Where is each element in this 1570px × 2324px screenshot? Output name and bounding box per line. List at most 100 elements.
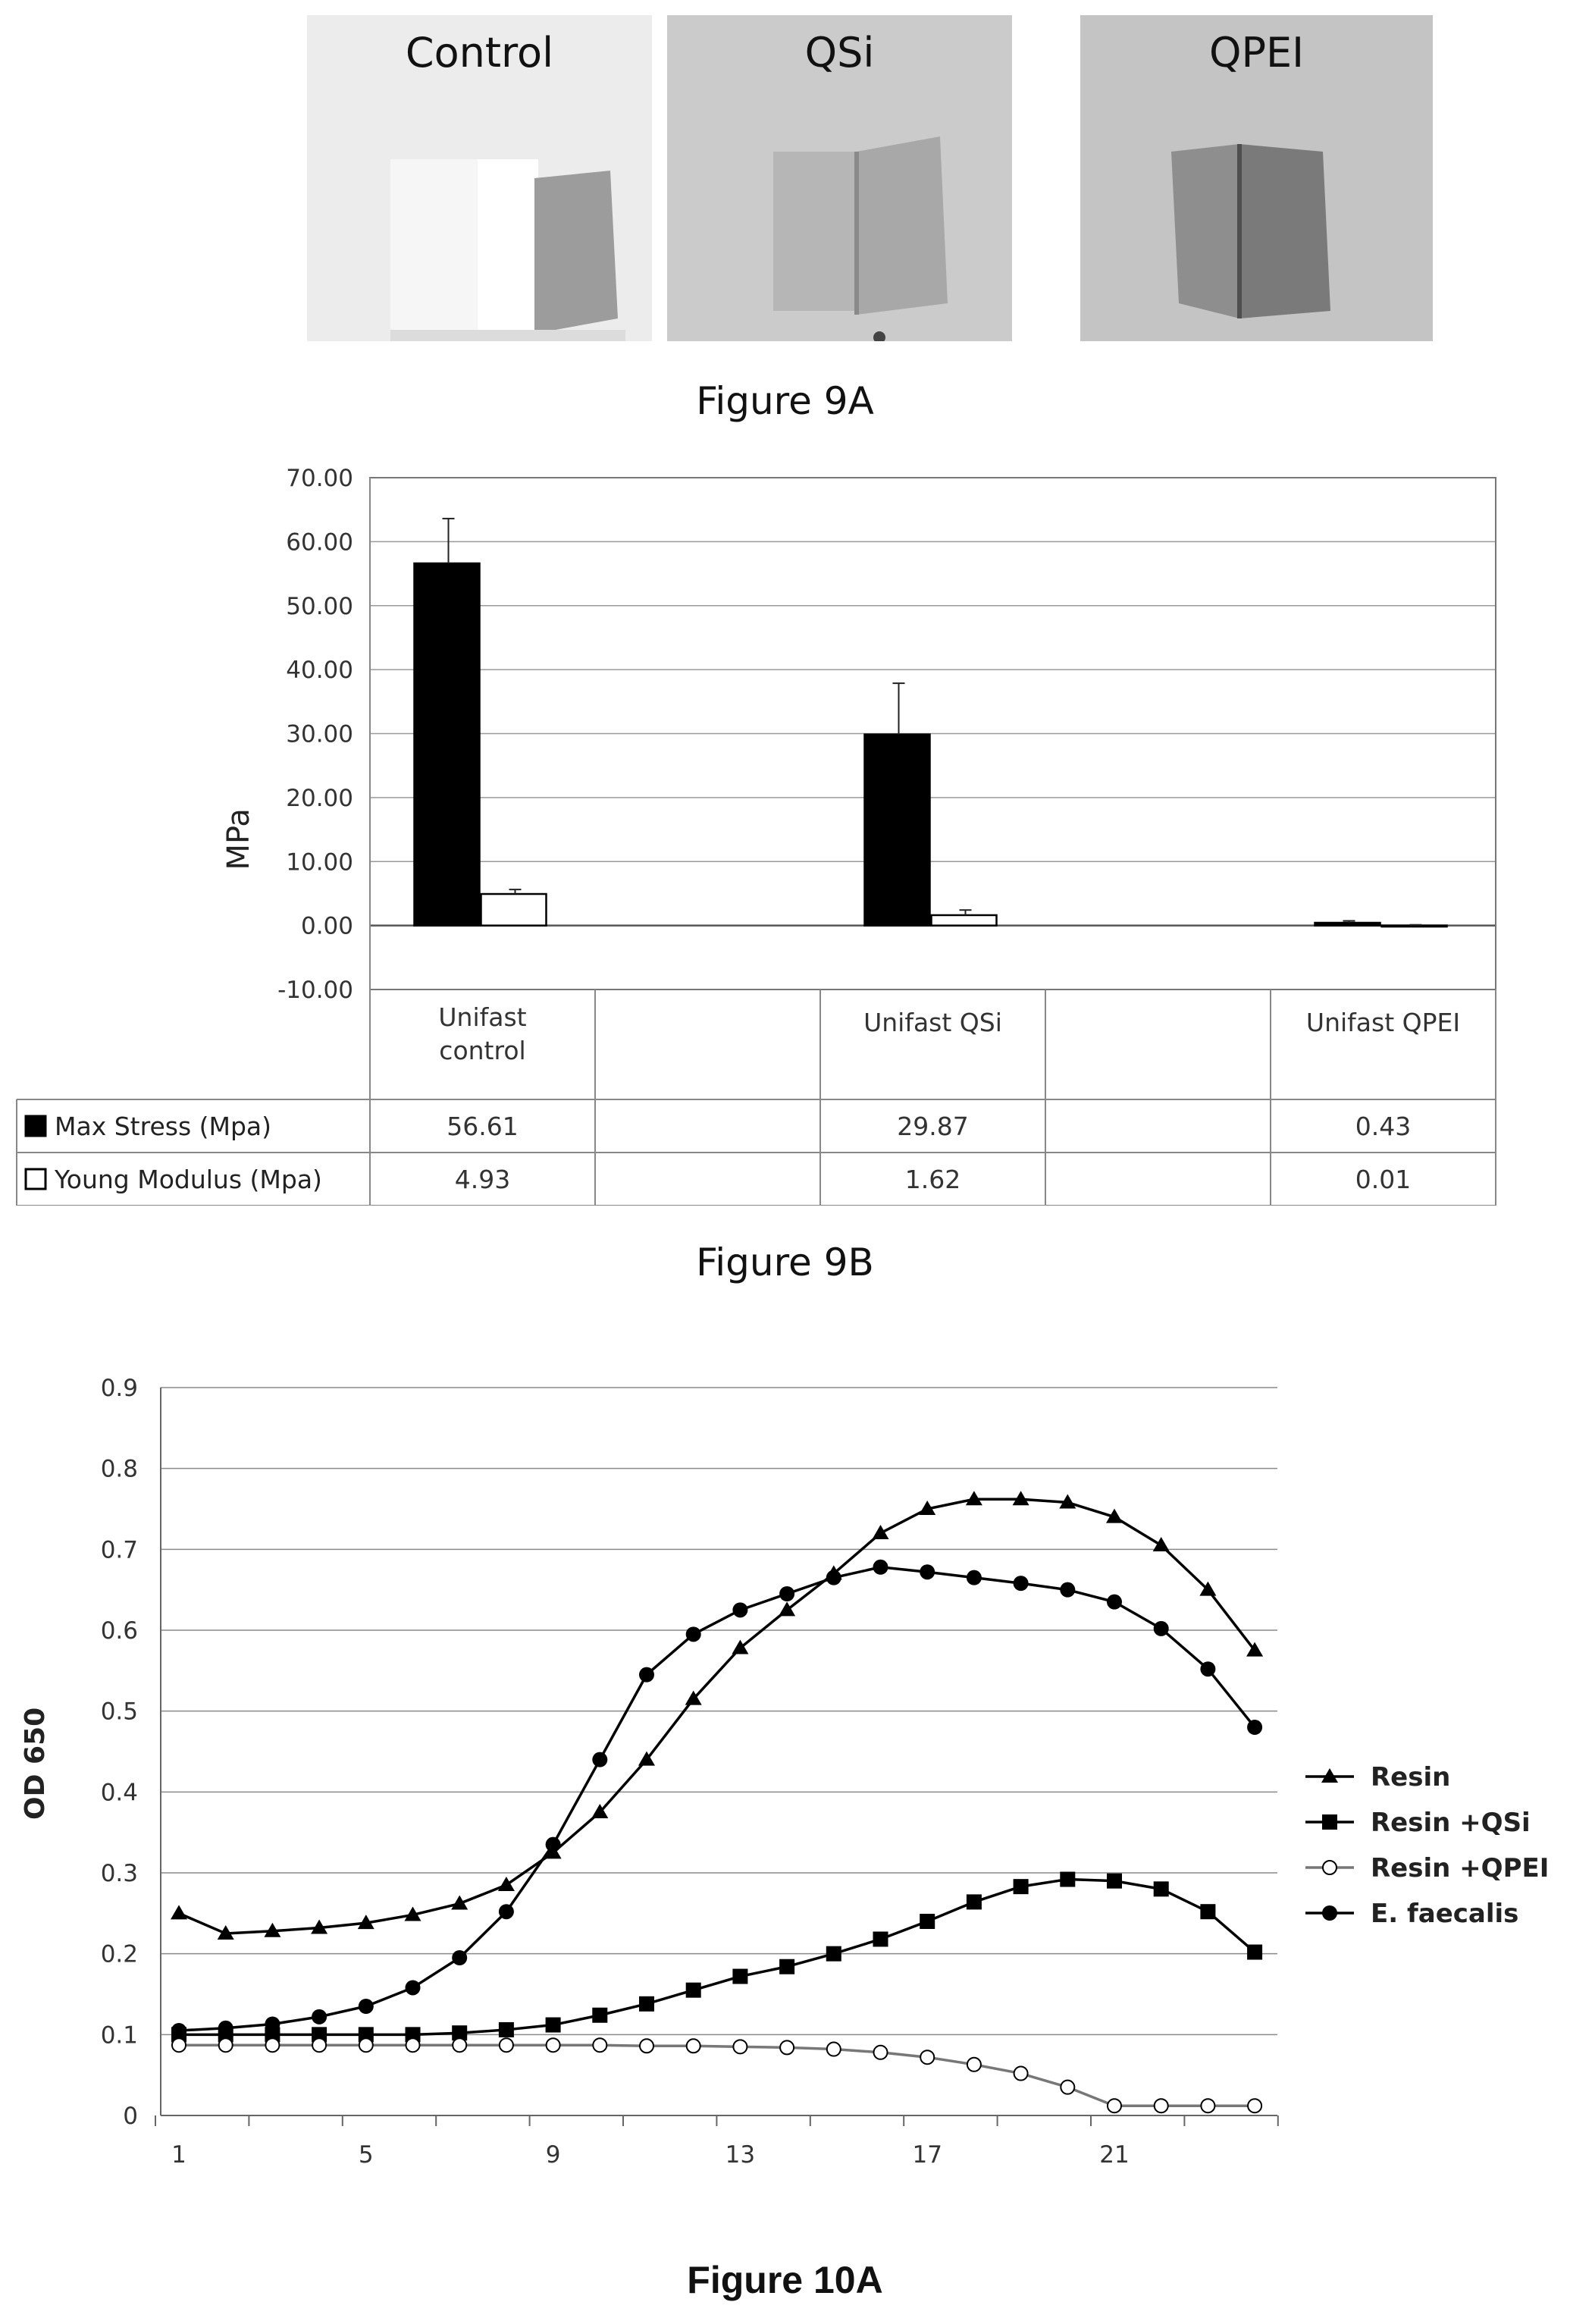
y-tick-label: 0.9	[101, 1375, 138, 1402]
data-point	[1106, 1508, 1123, 1523]
qsi-sample-image	[667, 15, 1012, 343]
data-point	[1060, 2079, 1076, 2095]
data-point	[1200, 2098, 1216, 2114]
data-point	[779, 1601, 796, 1617]
x-tick-label: 21	[1099, 2141, 1129, 2169]
y-tick-label: 20.00	[286, 785, 353, 812]
data-point	[639, 2038, 654, 2054]
bar	[1380, 924, 1448, 928]
data-point	[1247, 1720, 1263, 1735]
table-value: 1.62	[905, 1165, 960, 1194]
data-point	[545, 2017, 561, 2033]
data-point	[1247, 1944, 1263, 1960]
data-point	[358, 2027, 374, 2043]
data-point	[404, 1906, 421, 1921]
data-point	[873, 1559, 888, 1575]
data-point	[1247, 2098, 1263, 2114]
data-point	[405, 2037, 421, 2053]
data-point	[217, 1925, 234, 1940]
series-e-faecalis	[171, 1559, 1263, 2038]
bar-chart-9b: 70.00 60.00 50.00 40.00 30.00 20.00 10.00 0.00 -…	[16, 465, 1496, 1206]
x-tick-label: 5	[359, 2141, 374, 2169]
data-point	[873, 2044, 888, 2060]
y-tick-label: 0.4	[101, 1779, 138, 1806]
caption-figure-9a: Figure 9A	[696, 379, 874, 423]
data-point	[920, 2050, 935, 2065]
data-point	[545, 2037, 561, 2053]
data-point	[1199, 1581, 1217, 1596]
data-point	[638, 1751, 655, 1766]
bar	[863, 733, 931, 927]
data-point	[452, 2037, 468, 2053]
caption-figure-10a: Figure 10A	[687, 2259, 883, 2301]
legend-swatch	[24, 1115, 47, 1137]
data-point	[1246, 1642, 1264, 1657]
y-tick-label: 60.00	[286, 528, 353, 556]
y-axis-label: OD 650	[20, 1708, 51, 1820]
data-point	[545, 1836, 561, 1852]
data-point	[1013, 1576, 1029, 1592]
table-value: 56.61	[447, 1112, 518, 1141]
data-point	[171, 2037, 186, 2053]
data-point	[1107, 2098, 1122, 2114]
legend-marker	[1322, 1814, 1337, 1830]
line-chart-10a: 00.10.20.30.40.50.60.70.80.9159131721tim…	[20, 1375, 1549, 2169]
data-point	[732, 1968, 748, 1984]
category-label: control	[439, 1036, 525, 1065]
data-point	[498, 2021, 514, 2037]
data-point	[311, 1919, 328, 1934]
y-tick-label: 0.5	[101, 1698, 138, 1726]
control-sample-image	[307, 15, 652, 341]
y-tick-label: 30.00	[286, 721, 353, 748]
data-point	[685, 1690, 702, 1705]
y-tick-label: 40.00	[286, 657, 353, 684]
data-point	[1107, 1873, 1122, 1889]
data-point	[265, 2027, 280, 2043]
table-value: 29.87	[897, 1112, 968, 1141]
data-point	[171, 1905, 187, 1920]
data-point	[966, 2056, 982, 2072]
series-line	[178, 1566, 1256, 2032]
photo-control: Control	[307, 15, 652, 341]
data-point	[1059, 1494, 1076, 1509]
data-point	[591, 1804, 609, 1818]
legend-marker	[1322, 1860, 1337, 1875]
table-value: 0.43	[1355, 1112, 1411, 1141]
photo-label-qsi: QSi	[804, 29, 875, 77]
data-point	[312, 2009, 327, 2024]
caption-figure-9b: Figure 9B	[696, 1240, 874, 1284]
data-point	[592, 1752, 608, 1767]
x-tick-label: 13	[725, 2141, 755, 2169]
y-tick-label: 0.00	[301, 913, 353, 940]
y-tick-label: 50.00	[286, 593, 353, 620]
x-tick-label: 17	[912, 2141, 942, 2169]
data-point	[732, 1639, 749, 1654]
photo-label-qpei: QPEI	[1208, 29, 1305, 77]
data-point	[826, 1570, 841, 1585]
data-point	[1153, 1620, 1169, 1636]
legend-label: Resin +QSi	[1371, 1808, 1531, 1838]
category-label: Unifast	[438, 1002, 526, 1032]
data-point	[685, 1626, 701, 1642]
series-resin-qpei	[171, 2037, 1263, 2114]
qpei-sample-image	[1080, 15, 1433, 341]
data-point	[171, 2023, 186, 2038]
data-point	[452, 2025, 468, 2041]
bar	[1314, 921, 1381, 927]
data-point	[872, 1525, 889, 1539]
y-tick-label: 0.2	[101, 1941, 138, 1968]
data-point	[966, 1894, 982, 1910]
data-point	[405, 2027, 421, 2043]
data-point	[1152, 1537, 1170, 1551]
data-point	[405, 1980, 421, 1996]
legend-label: Young Modulus (Mpa)	[54, 1165, 322, 1194]
y-tick-label: 0.3	[101, 1860, 138, 1887]
data-point	[357, 1915, 374, 1930]
data-point	[826, 2041, 841, 2057]
data-point	[1200, 1661, 1216, 1677]
bar	[930, 914, 998, 927]
data-point	[1060, 1582, 1076, 1598]
series-resin-qsi	[171, 1871, 1263, 2043]
data-point	[498, 1904, 514, 1920]
data-point	[218, 2020, 233, 2036]
